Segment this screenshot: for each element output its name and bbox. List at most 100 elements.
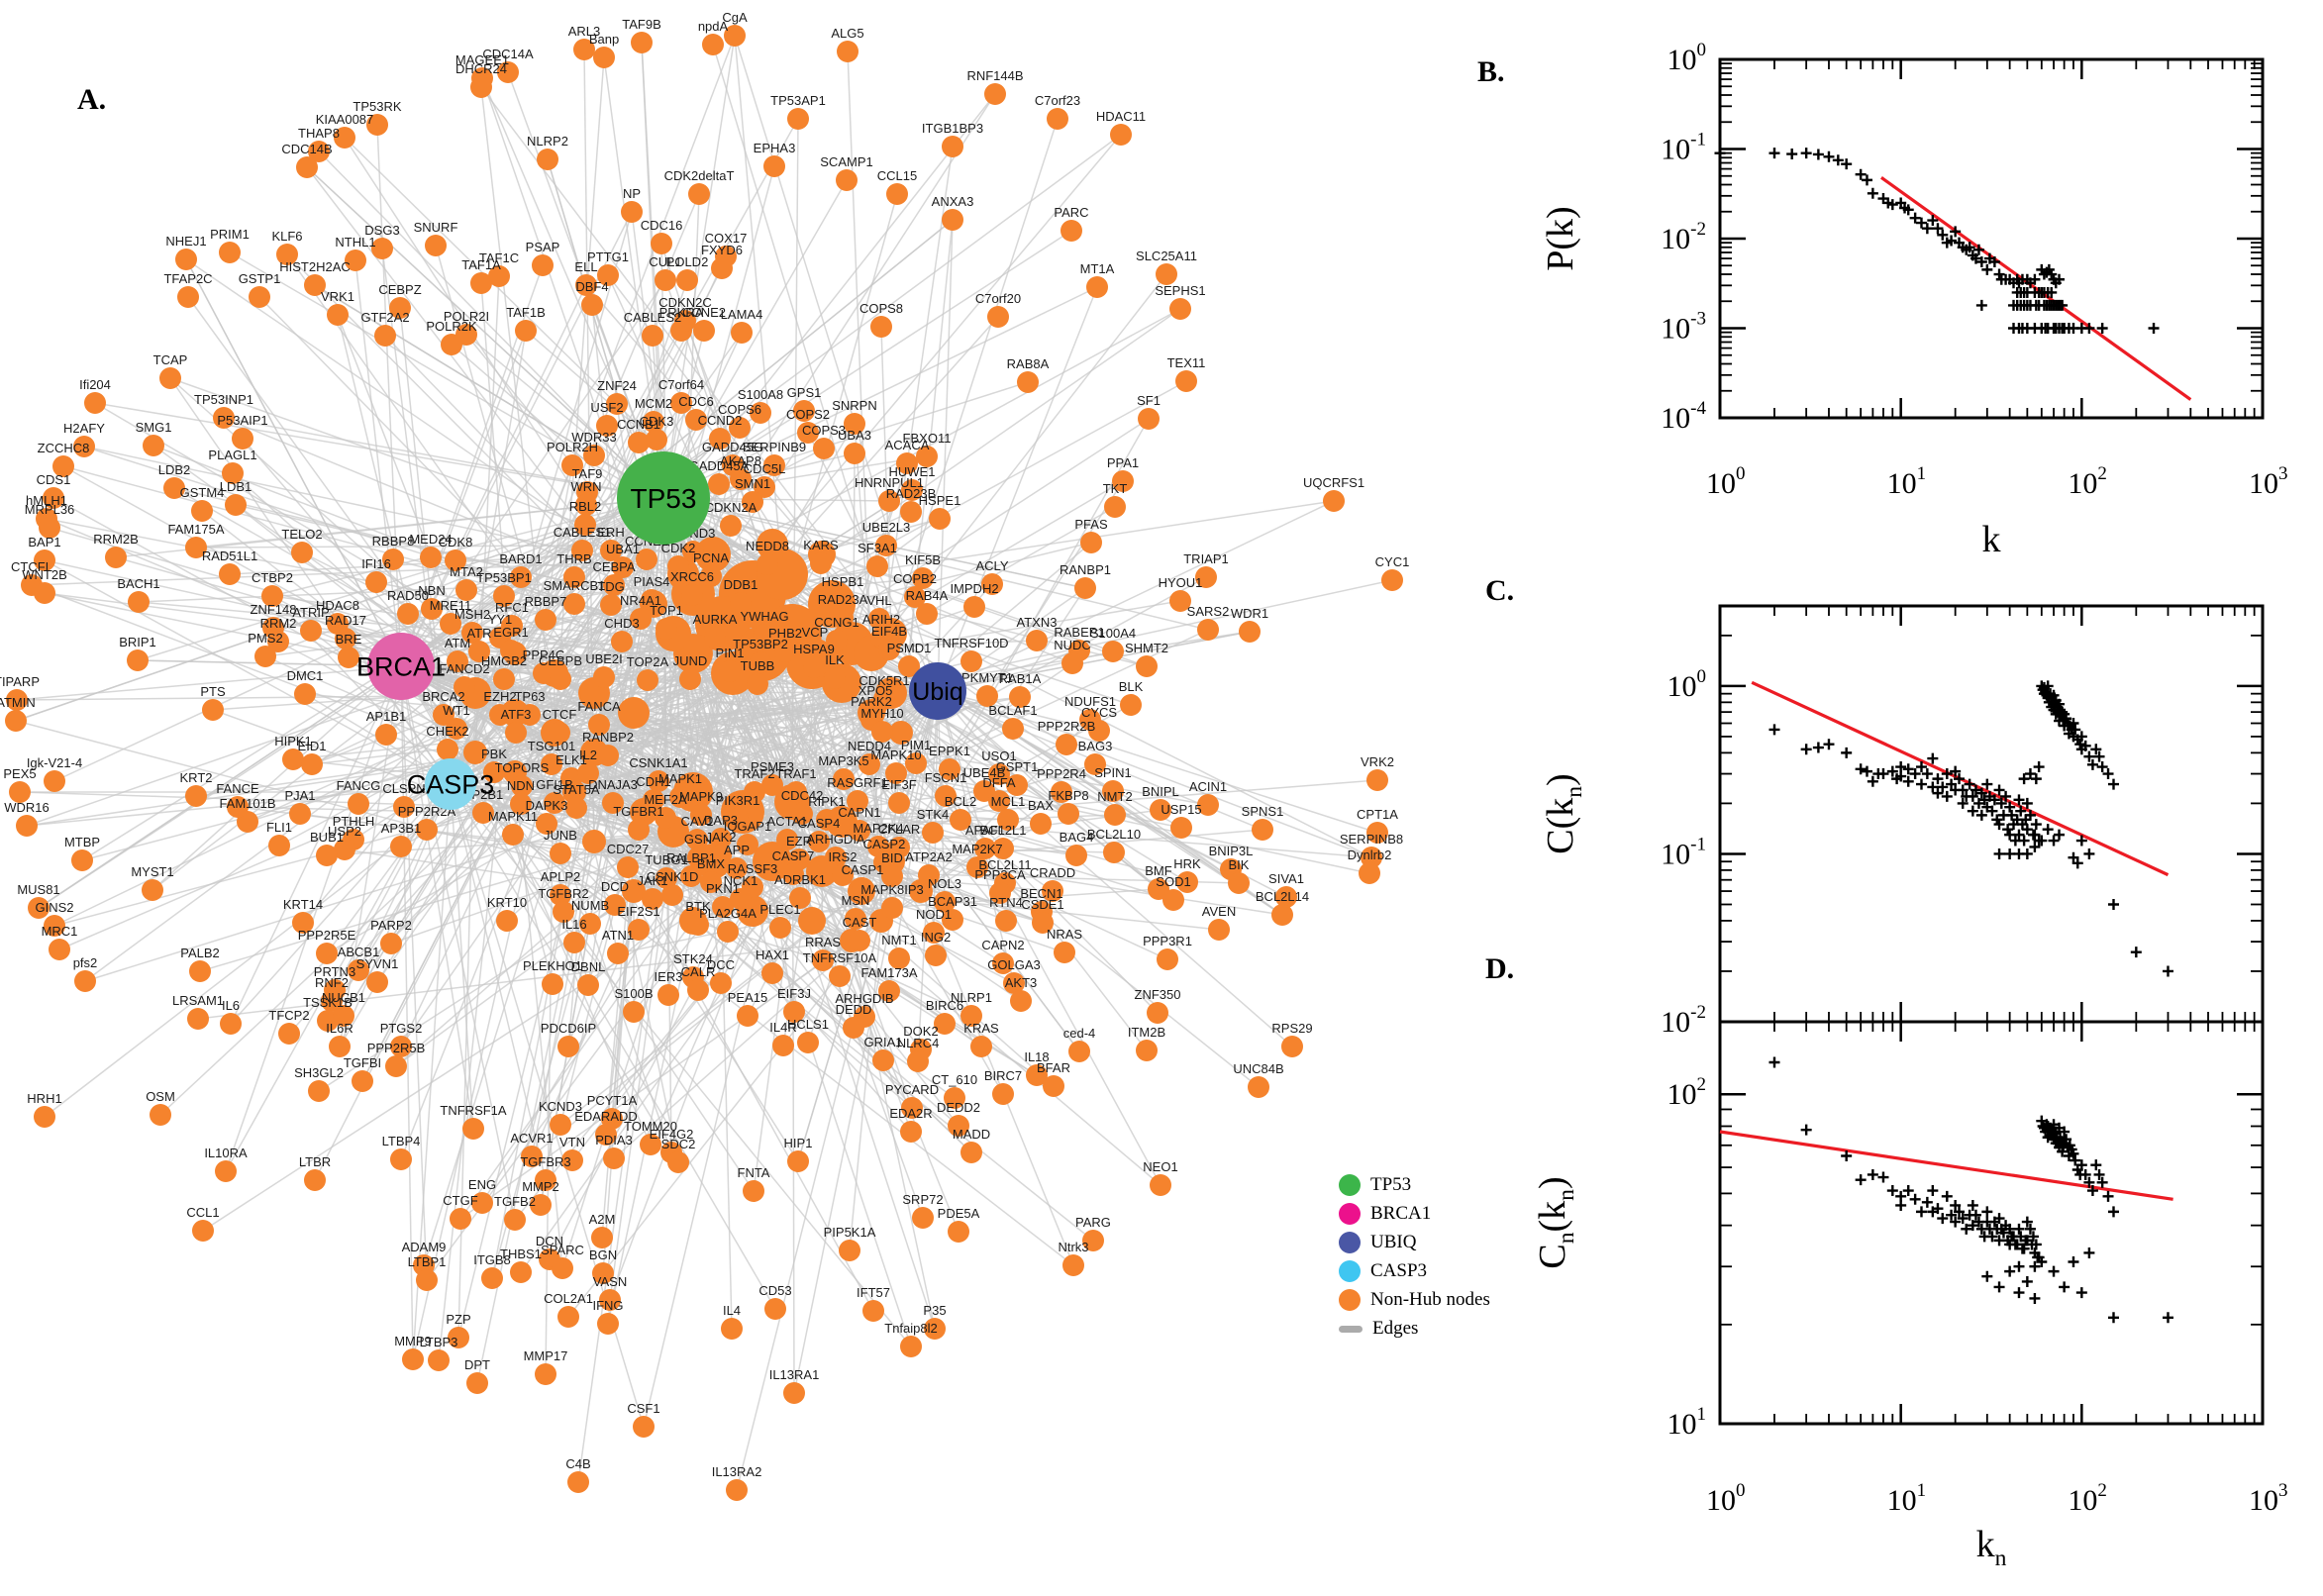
network-node[interactable] — [1138, 408, 1160, 430]
network-node[interactable] — [510, 793, 532, 815]
network-node[interactable] — [521, 1146, 543, 1167]
network-node[interactable] — [976, 685, 998, 707]
network-node[interactable] — [643, 411, 664, 433]
network-node[interactable] — [515, 320, 537, 342]
network-node[interactable] — [708, 473, 730, 495]
network-node[interactable] — [445, 549, 466, 571]
network-node[interactable] — [693, 320, 715, 342]
network-node[interactable] — [352, 1070, 373, 1092]
network-node[interactable] — [630, 608, 652, 630]
network-node[interactable] — [1042, 880, 1063, 902]
network-node[interactable] — [1150, 1174, 1171, 1196]
network-node[interactable] — [1150, 799, 1171, 821]
network-node[interactable] — [1058, 803, 1079, 825]
network-node[interactable] — [1030, 813, 1052, 835]
network-node[interactable] — [324, 979, 346, 1001]
network-node[interactable] — [833, 768, 855, 790]
network-node[interactable] — [881, 897, 903, 919]
network-node[interactable] — [481, 1267, 503, 1289]
network-node[interactable] — [832, 864, 854, 886]
network-node[interactable] — [437, 739, 458, 760]
network-node[interactable] — [301, 753, 323, 775]
network-node[interactable] — [366, 971, 388, 993]
network-node[interactable] — [995, 910, 1017, 932]
network-node[interactable] — [885, 762, 907, 784]
network-node[interactable] — [750, 402, 771, 424]
network-node[interactable] — [791, 803, 813, 825]
network-node[interactable] — [651, 233, 672, 254]
network-node[interactable] — [726, 857, 748, 879]
network-node[interactable] — [1043, 1075, 1064, 1097]
network-node[interactable] — [1271, 904, 1293, 926]
network-node[interactable] — [726, 1479, 748, 1501]
network-node[interactable] — [730, 468, 752, 490]
network-node[interactable] — [923, 922, 945, 944]
network-node[interactable] — [390, 1148, 412, 1170]
network-node[interactable] — [39, 517, 60, 539]
network-node[interactable] — [984, 83, 1006, 105]
network-node[interactable] — [754, 476, 775, 498]
network-node[interactable] — [970, 1036, 992, 1057]
network-node[interactable] — [862, 1300, 884, 1322]
network-node[interactable] — [866, 555, 888, 577]
network-node[interactable] — [577, 974, 599, 996]
network-node[interactable] — [688, 183, 710, 205]
network-node[interactable] — [912, 567, 934, 589]
network-node[interactable] — [289, 803, 311, 825]
network-node[interactable] — [175, 249, 197, 270]
network-node[interactable] — [602, 792, 624, 814]
network-node[interactable] — [450, 1208, 471, 1230]
network-node[interactable] — [1082, 1230, 1104, 1251]
network-node[interactable] — [502, 824, 524, 846]
network-node[interactable] — [934, 1013, 956, 1035]
network-node[interactable] — [687, 979, 709, 1001]
network-node[interactable] — [810, 552, 832, 574]
network-node[interactable] — [1086, 276, 1108, 298]
network-node[interactable] — [633, 1416, 655, 1438]
network-node[interactable] — [390, 836, 412, 857]
network-node[interactable] — [1136, 655, 1158, 677]
network-node[interactable] — [192, 1220, 214, 1242]
network-node[interactable] — [682, 541, 704, 562]
network-node[interactable] — [294, 683, 316, 705]
network-core-node[interactable] — [695, 537, 731, 572]
network-node[interactable] — [1176, 871, 1198, 893]
network-node[interactable] — [631, 32, 653, 53]
network-node[interactable] — [826, 630, 848, 651]
network-node[interactable] — [454, 676, 475, 698]
network-node[interactable] — [510, 566, 532, 588]
network-node[interactable] — [870, 316, 892, 338]
network-node[interactable] — [776, 829, 798, 850]
network-node[interactable] — [1169, 298, 1191, 320]
network-node[interactable] — [637, 669, 658, 691]
network-node[interactable] — [375, 724, 397, 746]
network-node[interactable] — [530, 1194, 552, 1216]
network-node[interactable] — [268, 835, 290, 856]
network-node[interactable] — [603, 1147, 625, 1169]
network-node[interactable] — [592, 1262, 614, 1284]
network-node[interactable] — [1003, 972, 1025, 994]
network-node[interactable] — [916, 603, 938, 625]
network-node[interactable] — [737, 1005, 758, 1027]
network-node[interactable] — [832, 607, 854, 629]
network-node[interactable] — [511, 775, 533, 797]
network-node[interactable] — [960, 1005, 982, 1027]
network-node[interactable] — [1047, 108, 1068, 130]
network-node[interactable] — [533, 662, 555, 684]
network-node[interactable] — [448, 1327, 469, 1348]
network-node[interactable] — [163, 477, 185, 499]
network-node[interactable] — [641, 589, 662, 611]
network-node[interactable] — [685, 409, 707, 431]
hub-node-ubiq[interactable] — [909, 662, 966, 720]
network-node[interactable] — [960, 650, 982, 672]
network-node[interactable] — [782, 863, 804, 885]
network-node[interactable] — [674, 310, 696, 332]
network-node[interactable] — [1026, 630, 1048, 651]
network-node[interactable] — [1169, 590, 1191, 612]
network-node[interactable] — [787, 1150, 809, 1172]
network-node[interactable] — [421, 598, 443, 620]
network-node[interactable] — [390, 1036, 412, 1057]
network-node[interactable] — [681, 584, 703, 606]
network-node[interactable] — [581, 294, 603, 316]
network-node[interactable] — [219, 242, 241, 263]
